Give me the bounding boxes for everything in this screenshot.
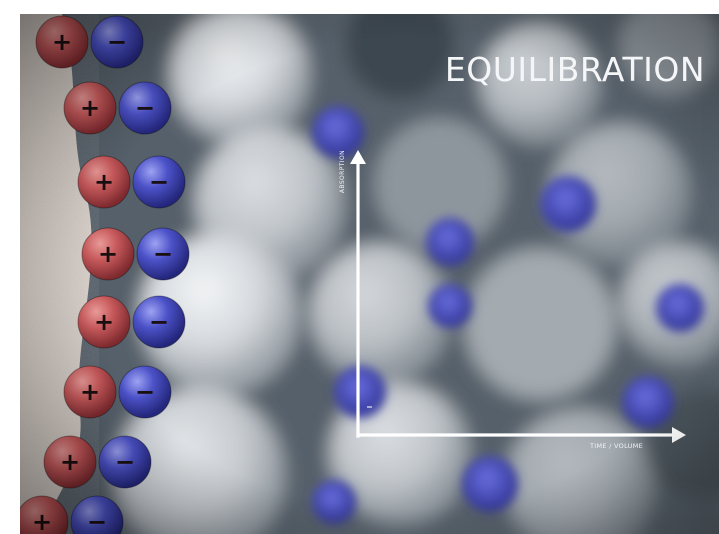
y-axis-label: ABSORPTION xyxy=(339,150,346,194)
x-axis-label: TIME / VOLUME xyxy=(590,442,644,450)
scene-title: EQUILIBRATION xyxy=(444,50,705,89)
vignette xyxy=(20,14,719,534)
scene: +−+−+−+−+−+−+−+− EQUILIBRATION ABSORPTIO… xyxy=(20,14,719,534)
scene-illustration: +−+−+−+−+−+−+−+− xyxy=(20,14,719,534)
